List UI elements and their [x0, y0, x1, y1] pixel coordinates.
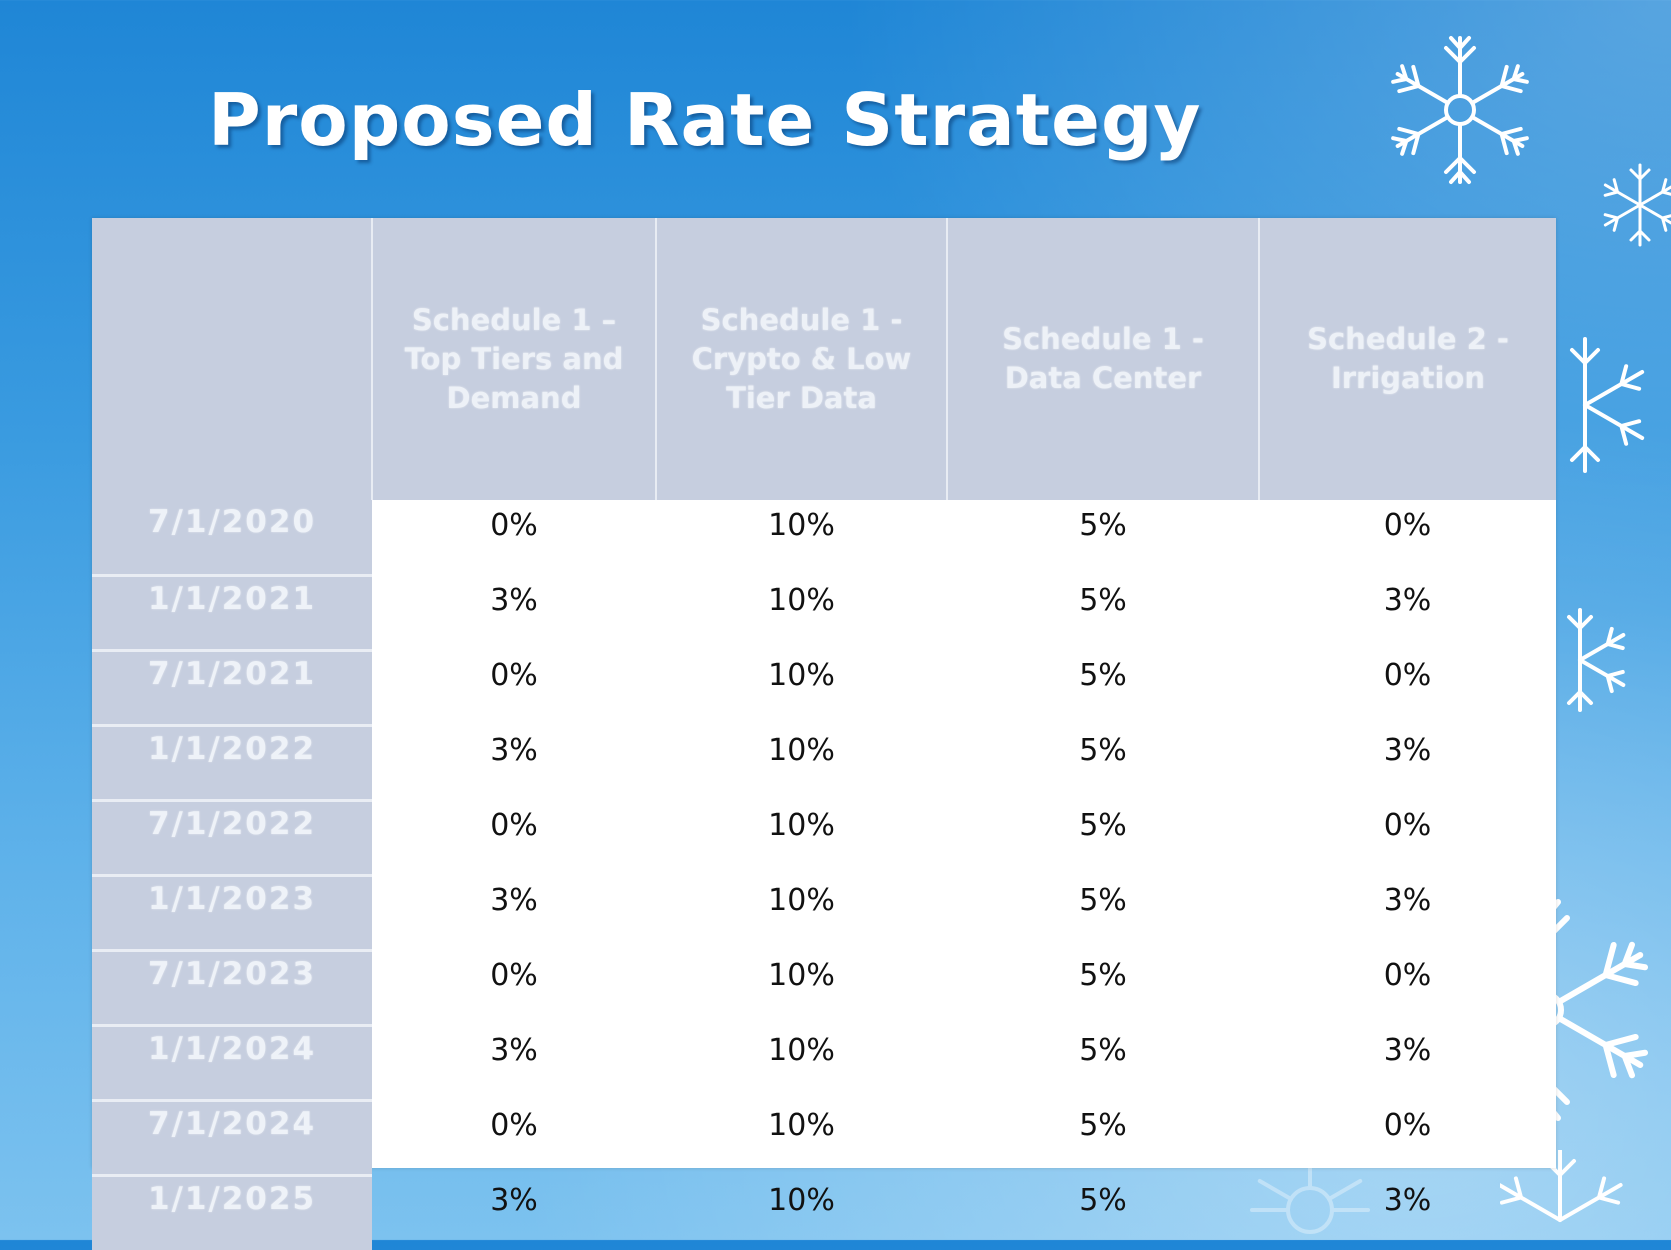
irrigation-cell: 3% — [1383, 883, 1432, 918]
crypto-cell: 10% — [768, 658, 835, 693]
header-corner — [92, 218, 373, 500]
top-tiers-cell: 3% — [490, 883, 538, 918]
table-row: 7/1/2021 0% 10% 5% 0% — [92, 650, 1556, 727]
irrigation-cell: 0% — [1383, 658, 1432, 693]
top-tiers-cell: 3% — [490, 733, 538, 768]
data-center-cell: 5% — [1079, 658, 1127, 693]
header-schedule1-top-tiers: Schedule 1 – Top Tiers and Demand — [372, 218, 657, 500]
date-cell: 7/1/2021 — [92, 650, 372, 727]
irrigation-cell: 0% — [1383, 808, 1432, 843]
top-tiers-cell: 0% — [490, 508, 538, 543]
date-cell: 7/1/2022 — [92, 800, 372, 877]
header-schedule1-data-center: Schedule 1 - Data Center — [947, 218, 1260, 500]
page-title: Proposed Rate Strategy — [208, 78, 1202, 162]
header-schedule2-irrigation: Schedule 2 - Irrigation — [1259, 218, 1556, 500]
data-center-cell: 5% — [1079, 508, 1127, 543]
top-tiers-cell: 0% — [490, 658, 538, 693]
rate-table: Schedule 1 – Top Tiers and Demand Schedu… — [92, 218, 1556, 1250]
table-row: 7/1/2024 0% 10% 5% 0% — [92, 1100, 1556, 1177]
table-row: 7/1/2020 0% 10% 5% 0% — [92, 500, 1556, 577]
table-header-row: Schedule 1 – Top Tiers and Demand Schedu… — [92, 218, 1556, 500]
top-tiers-cell: 3% — [490, 583, 538, 618]
date-cell: 7/1/2023 — [92, 950, 372, 1027]
top-tiers-cell: 3% — [490, 1183, 538, 1218]
crypto-cell: 10% — [768, 883, 835, 918]
data-center-cell: 5% — [1079, 808, 1127, 843]
date-cell: 1/1/2025 — [92, 1175, 372, 1250]
irrigation-cell: 3% — [1383, 583, 1432, 618]
table-row: 1/1/2025 3% 10% 5% 3% — [92, 1175, 1556, 1250]
irrigation-cell: 0% — [1383, 508, 1432, 543]
top-tiers-cell: 0% — [490, 1108, 538, 1143]
data-center-cell: 5% — [1079, 1033, 1127, 1068]
data-center-cell: 5% — [1079, 1183, 1127, 1218]
date-cell: 7/1/2020 — [92, 500, 372, 577]
header-schedule1-crypto: Schedule 1 - Crypto & Low Tier Data — [656, 218, 948, 500]
data-center-cell: 5% — [1079, 958, 1127, 993]
crypto-cell: 10% — [768, 808, 835, 843]
data-center-cell: 5% — [1079, 1108, 1127, 1143]
crypto-cell: 10% — [768, 958, 835, 993]
irrigation-cell: 0% — [1383, 1108, 1432, 1143]
crypto-cell: 10% — [768, 1108, 835, 1143]
irrigation-cell: 3% — [1383, 1033, 1432, 1068]
table-row: 1/1/2024 3% 10% 5% 3% — [92, 1025, 1556, 1102]
crypto-cell: 10% — [768, 1183, 835, 1218]
data-center-cell: 5% — [1079, 733, 1127, 768]
snowflake-icon — [1595, 160, 1671, 250]
table-row: 1/1/2023 3% 10% 5% 3% — [92, 875, 1556, 952]
date-cell: 7/1/2024 — [92, 1100, 372, 1177]
top-tiers-cell: 0% — [490, 958, 538, 993]
data-center-cell: 5% — [1079, 583, 1127, 618]
crypto-cell: 10% — [768, 583, 835, 618]
date-cell: 1/1/2024 — [92, 1025, 372, 1102]
date-cell: 1/1/2022 — [92, 725, 372, 802]
snowflake-icon — [1540, 605, 1670, 715]
crypto-cell: 10% — [768, 508, 835, 543]
irrigation-cell: 3% — [1383, 733, 1432, 768]
snowflake-icon — [1545, 330, 1665, 480]
top-tiers-cell: 0% — [490, 808, 538, 843]
irrigation-cell: 3% — [1383, 1183, 1432, 1218]
date-cell: 1/1/2021 — [92, 575, 372, 652]
irrigation-cell: 0% — [1383, 958, 1432, 993]
data-center-cell: 5% — [1079, 883, 1127, 918]
table-row: 1/1/2022 3% 10% 5% 3% — [92, 725, 1556, 802]
crypto-cell: 10% — [768, 733, 835, 768]
table-row: 7/1/2023 0% 10% 5% 0% — [92, 950, 1556, 1027]
top-tiers-cell: 3% — [490, 1033, 538, 1068]
date-cell: 1/1/2023 — [92, 875, 372, 952]
snowflake-icon — [1375, 25, 1545, 195]
table-row: 1/1/2021 3% 10% 5% 3% — [92, 575, 1556, 652]
crypto-cell: 10% — [768, 1033, 835, 1068]
table-row: 7/1/2022 0% 10% 5% 0% — [92, 800, 1556, 877]
